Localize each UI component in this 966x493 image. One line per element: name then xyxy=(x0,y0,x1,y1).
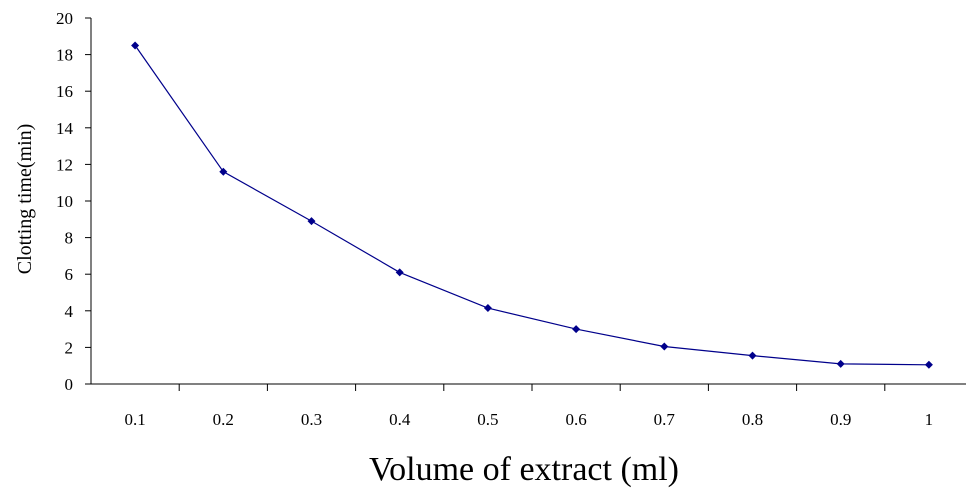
data-point-marker xyxy=(307,217,316,226)
x-tick-label: 1 xyxy=(925,410,934,429)
y-tick-label: 20 xyxy=(56,9,73,28)
y-tick-label: 6 xyxy=(65,265,74,284)
x-tick-label: 0.2 xyxy=(213,410,234,429)
y-tick-label: 0 xyxy=(65,375,74,394)
data-point-marker xyxy=(924,360,933,369)
data-point-marker xyxy=(483,304,492,313)
x-tick-label: 0.6 xyxy=(565,410,586,429)
y-tick-label: 10 xyxy=(56,192,73,211)
x-tick-label: 0.3 xyxy=(301,410,322,429)
x-axis-ticks: 0.1 0.2 0.3 0.4 0.5 0.6 0.7 0.8 0.9 1 xyxy=(124,384,934,429)
data-point-marker xyxy=(660,342,669,351)
data-point-marker xyxy=(219,167,228,176)
y-tick-label: 18 xyxy=(56,46,73,65)
x-tick-label: 0.8 xyxy=(742,410,763,429)
data-point-marker xyxy=(836,359,845,368)
y-tick-label: 4 xyxy=(65,302,74,321)
y-tick-label: 16 xyxy=(56,82,73,101)
data-point-marker xyxy=(131,41,140,50)
y-axis-title: Clotting time(min) xyxy=(14,124,36,275)
series-group xyxy=(131,41,933,369)
data-point-marker xyxy=(748,351,757,360)
series-line xyxy=(134,45,929,366)
y-tick-label: 2 xyxy=(65,338,74,357)
x-tick-label: 0.7 xyxy=(654,410,676,429)
y-tick-label: 14 xyxy=(56,119,74,138)
x-tick-label: 0.1 xyxy=(124,410,145,429)
data-point-marker xyxy=(572,325,581,334)
x-tick-label: 0.5 xyxy=(477,410,498,429)
x-axis-title: Volume of extract (ml) xyxy=(369,451,679,488)
y-axis-ticks: 0 2 4 6 8 10 12 14 16 18 20 xyxy=(56,9,91,394)
y-tick-label: 12 xyxy=(56,155,73,174)
x-tick-label: 0.9 xyxy=(830,410,851,429)
y-tick-label: 8 xyxy=(65,229,74,248)
x-tick-label: 0.4 xyxy=(389,410,411,429)
data-point-marker xyxy=(395,268,404,277)
